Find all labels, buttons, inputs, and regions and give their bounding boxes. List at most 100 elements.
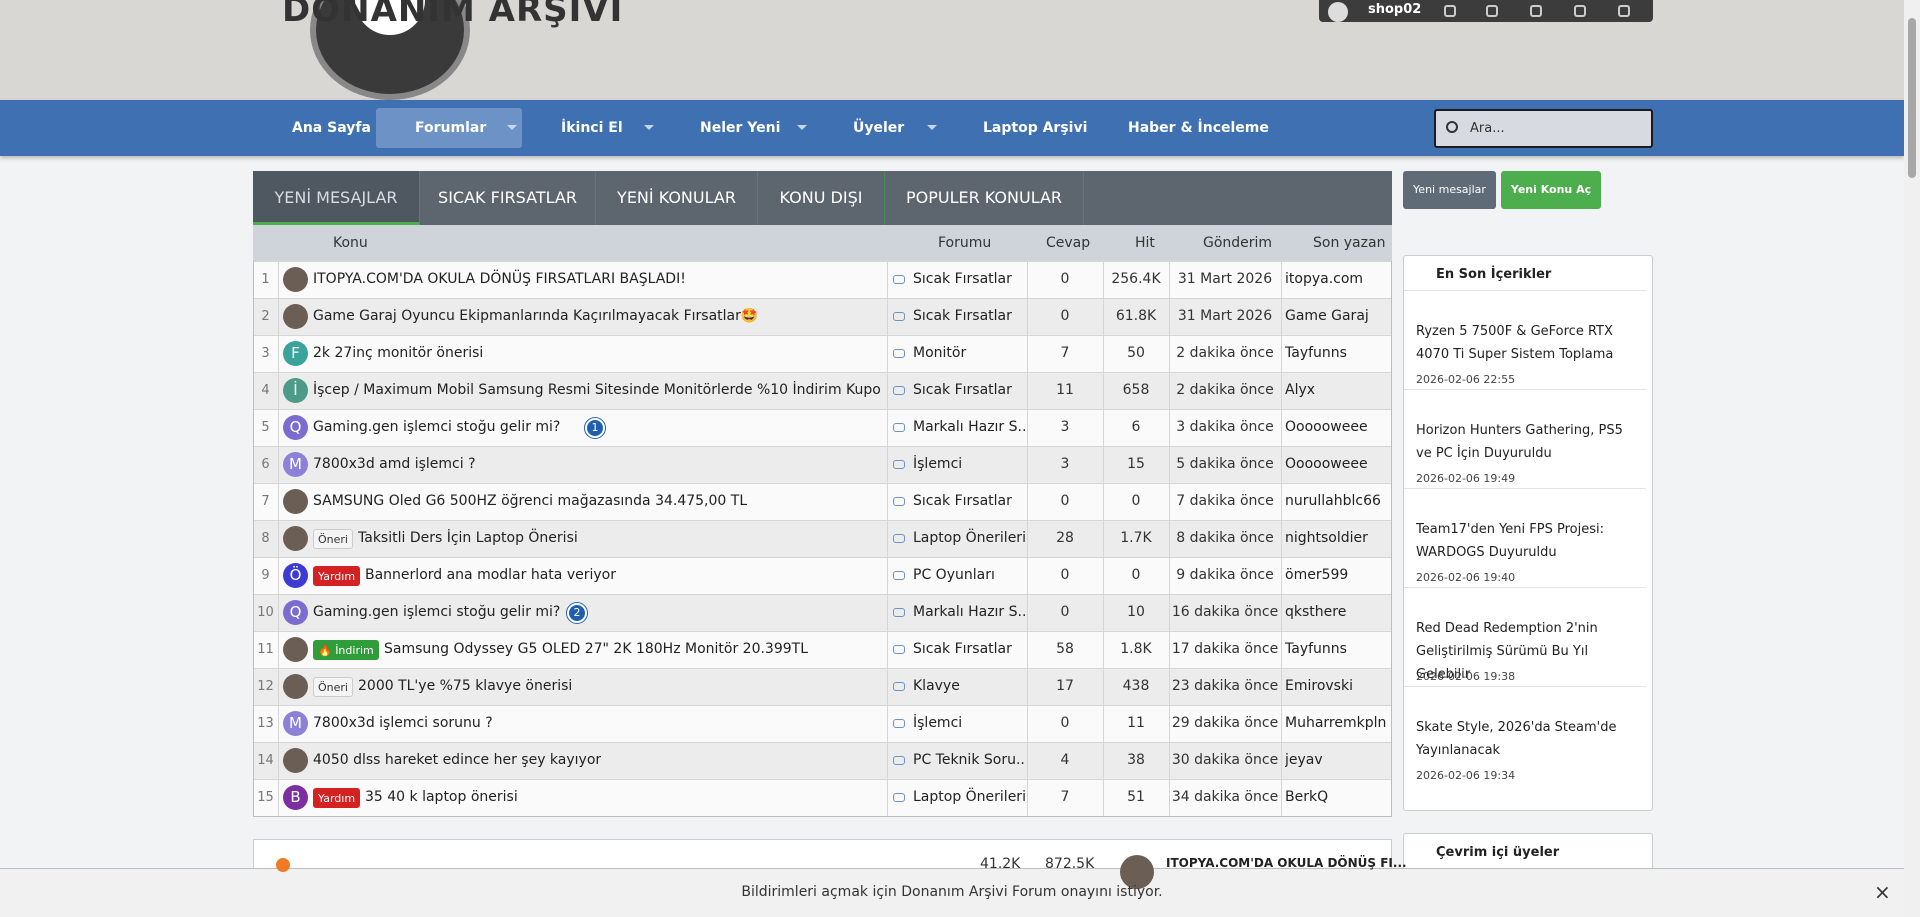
nav-item[interactable]: Forumlar [415,120,487,136]
avatar[interactable]: İ [283,378,308,403]
avatar[interactable] [283,489,308,514]
avatar[interactable]: Q [283,600,308,625]
column-header[interactable]: Cevap [1046,235,1091,251]
search-box[interactable] [1434,109,1653,148]
prefix-label[interactable]: 🔥 İndirim [313,640,379,660]
avatar[interactable] [283,304,308,329]
new-topic-button[interactable]: Yeni Konu Aç [1501,171,1601,209]
latest-thread[interactable]: ITOPYA.COM'DA OKULA DÖNÜŞ FI... [1166,856,1407,870]
nav-item[interactable]: Neler Yeni [700,120,781,136]
avatar[interactable] [283,637,308,662]
topic-title[interactable]: 35 40 k laptop önerisi [365,789,518,805]
column-header[interactable]: Forumu [938,235,992,251]
user-name[interactable]: shop02 [1368,2,1422,17]
nav-dropdown[interactable] [927,125,937,130]
notification-close[interactable]: × [1874,880,1891,904]
user-icon[interactable] [1574,5,1586,17]
tab[interactable]: KONU DIŞI [758,171,885,225]
avatar[interactable] [283,267,308,292]
topic-title[interactable]: İşcep / Maximum Mobil Samsung Resmi Site… [313,382,882,398]
last-author[interactable]: nurullahblc66 [1285,493,1381,509]
forum-name[interactable]: İşlemci [913,715,963,731]
tab[interactable]: YENİ MESAJLAR [253,171,420,225]
topic-title[interactable]: 2k 27inç monitör önerisi [313,345,484,361]
forum-name[interactable]: PC Oyunları [913,567,995,583]
avatar[interactable]: B [283,785,308,810]
scroll-thumb[interactable] [1908,18,1916,178]
avatar[interactable]: M [283,452,308,477]
nav-dropdown[interactable] [507,125,517,130]
user-icon[interactable] [1530,5,1542,17]
forum-name[interactable]: Sıcak Fırsatlar [913,493,1012,509]
topic-title[interactable]: Gaming.gen işlemci stoğu gelir mi? [313,419,561,435]
forum-name[interactable]: Markalı Hazır S... [913,419,1025,435]
forum-name[interactable]: İşlemci [913,456,963,472]
column-header[interactable]: Gönderim [1203,235,1273,251]
nav-item[interactable]: Ana Sayfa [292,120,371,136]
nav-dropdown[interactable] [797,125,807,130]
nav-item[interactable]: İkinci El [561,120,623,136]
latest-item-title[interactable]: Team17'den Yeni FPS Projesi: WARDOGS Duy… [1416,522,1604,560]
topic-title[interactable]: Bannerlord ana modlar hata veriyor [365,567,616,583]
forum-name[interactable]: Sıcak Fırsatlar [913,382,1012,398]
avatar[interactable] [283,526,308,551]
latest-item-title[interactable]: Red Dead Redemption 2'nin Geliştirilmiş … [1416,621,1598,682]
forum-name[interactable]: Klavye [913,678,960,694]
latest-item-title[interactable]: Ryzen 5 7500F & GeForce RTX 4070 Ti Supe… [1416,324,1614,362]
avatar[interactable] [283,674,308,699]
last-author[interactable]: itopya.com [1285,271,1364,287]
topic-title[interactable]: 2000 TL'ye %75 klavye önerisi [358,678,573,694]
avatar[interactable]: F [283,341,308,366]
last-author[interactable]: Oooooweee [1285,456,1368,472]
forum-name[interactable]: Sıcak Fırsatlar [913,308,1012,324]
avatar[interactable]: M [283,711,308,736]
prefix-label[interactable]: Yardım [313,788,361,808]
topic-title[interactable]: Taksitli Ders İçin Laptop Önerisi [358,530,578,546]
last-author[interactable]: ömer599 [1285,567,1349,583]
latest-item-title[interactable]: Skate Style, 2026'da Steam'de Yayınlanac… [1416,720,1617,758]
forum-name[interactable]: Sıcak Fırsatlar [913,641,1012,657]
nav-dropdown[interactable] [644,125,654,130]
topic-title[interactable]: Samsung Odyssey G5 OLED 27" 2K 180Hz Mon… [384,641,809,657]
last-author[interactable]: qksthere [1285,604,1347,620]
last-author[interactable]: Alyx [1285,382,1316,398]
forum-name[interactable]: Laptop Önerileri [913,789,1025,805]
tab[interactable]: SICAK FIRSATLAR [420,171,596,225]
prefix-label[interactable]: Öneri [313,677,353,697]
last-author[interactable]: Tayfunns [1285,345,1347,361]
forum-name[interactable]: PC Teknik Soru... [913,752,1025,768]
forum-name[interactable]: Sıcak Fırsatlar [913,271,1012,287]
last-author[interactable]: jeyav [1285,752,1323,768]
user-icon[interactable] [1618,5,1630,17]
topic-title[interactable]: Game Garaj Oyuncu Ekipmanlarında Kaçırıl… [313,308,759,324]
column-header[interactable]: Konu [333,235,368,251]
topic-title[interactable]: Gaming.gen işlemci stoğu gelir mi? [313,604,561,620]
user-icon[interactable] [1444,5,1456,17]
search-placeholder[interactable]: Ara... [1470,121,1505,136]
prefix-label[interactable]: Yardım [313,566,361,586]
prefix-label[interactable]: Öneri [313,529,353,549]
topic-title[interactable]: ITOPYA.COM'DA OKULA DÖNÜŞ FIRSATLARI BAŞ… [313,271,686,287]
nav-item[interactable]: Haber & İnceleme [1128,120,1269,136]
nav-item[interactable]: Üyeler [853,120,905,136]
last-author[interactable]: BerkQ [1285,789,1329,805]
last-author[interactable]: Emirovski [1285,678,1353,694]
forum-name[interactable]: Laptop Önerileri [913,530,1025,546]
last-author[interactable]: Muharremkpln [1285,715,1387,731]
last-author[interactable]: Oooooweee [1285,419,1368,435]
avatar[interactable]: Q [283,415,308,440]
forum-name[interactable]: Markalı Hazır S... [913,604,1025,620]
topic-title[interactable]: 7800x3d amd işlemci ? [313,456,476,472]
last-author[interactable]: nightsoldier [1285,530,1368,546]
column-header[interactable]: Hit [1135,235,1155,251]
topic-title[interactable]: SAMSUNG Oled G6 500HZ öğrenci mağazasınd… [313,493,748,509]
user-icon[interactable] [1486,5,1498,17]
latest-item-title[interactable]: Horizon Hunters Gathering, PS5 ve PC İçi… [1416,423,1623,461]
last-author[interactable]: Game Garaj [1285,308,1369,324]
avatar[interactable] [283,748,308,773]
nav-item[interactable]: Laptop Arşivi [983,120,1088,136]
topic-title[interactable]: 4050 dlss hareket edince her şey kayıyor [313,752,602,768]
avatar[interactable]: Ö [283,563,308,588]
topic-title[interactable]: 7800x3d işlemci sorunu ? [313,715,493,731]
tab[interactable]: POPULER KONULAR [885,171,1084,225]
